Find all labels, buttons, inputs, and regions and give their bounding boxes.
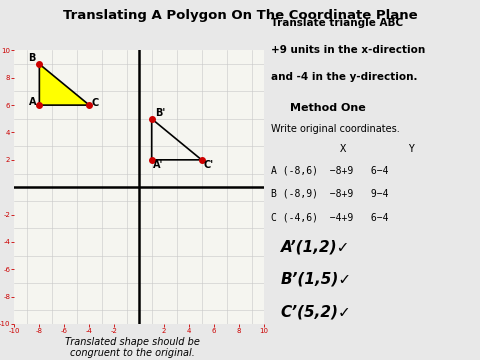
Text: Translated shape should be
congruent to the original.: Translated shape should be congruent to … xyxy=(65,337,199,358)
Text: A': A' xyxy=(153,160,163,170)
Text: C: C xyxy=(91,98,98,108)
Polygon shape xyxy=(39,64,89,105)
Text: Translating A Polygon On The Coordinate Plane: Translating A Polygon On The Coordinate … xyxy=(63,9,417,22)
Text: Write original coordinates.: Write original coordinates. xyxy=(271,124,400,134)
Text: A (-8,6)  −8+9   6−4: A (-8,6) −8+9 6−4 xyxy=(271,166,389,176)
Text: C': C' xyxy=(204,160,214,170)
Text: A: A xyxy=(29,97,37,107)
Text: B (-8,9)  −8+9   9−4: B (-8,9) −8+9 9−4 xyxy=(271,189,389,199)
Text: C’(5,2)✓: C’(5,2)✓ xyxy=(281,304,351,319)
Text: B': B' xyxy=(156,108,166,118)
Text: B’(1,5)✓: B’(1,5)✓ xyxy=(281,272,352,287)
Text: and -4 in the y-direction.: and -4 in the y-direction. xyxy=(271,72,418,82)
Text: B: B xyxy=(28,53,36,63)
Text: Translate triangle ABC: Translate triangle ABC xyxy=(271,18,403,28)
Text: +9 units in the x-direction: +9 units in the x-direction xyxy=(271,45,425,55)
Text: Method One: Method One xyxy=(290,103,366,113)
Text: C (-4,6)  −4+9   6−4: C (-4,6) −4+9 6−4 xyxy=(271,212,389,222)
Text: X          Y: X Y xyxy=(290,144,415,154)
Text: A’(1,2)✓: A’(1,2)✓ xyxy=(281,239,350,255)
